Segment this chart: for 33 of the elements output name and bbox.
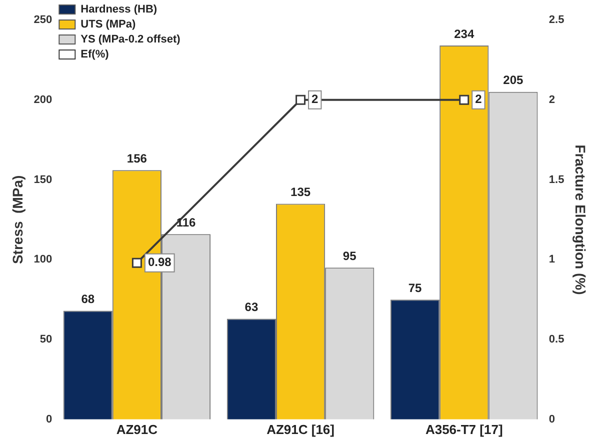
data-label: 0.98 (148, 255, 172, 270)
data-label: 116 (176, 215, 196, 230)
x-tick-label: A356-T7 [17] (425, 422, 503, 437)
y2-tick-label: 2.5 (548, 14, 564, 26)
data-label: 135 (290, 185, 311, 200)
y-tick-label: 0 (46, 413, 52, 426)
data-label: 2 (312, 92, 319, 106)
y2-tick-label: 1 (548, 254, 556, 266)
data-label: 95 (342, 248, 357, 263)
data-label: 2 (475, 92, 482, 106)
legend-label: Hardness (HB) (80, 4, 158, 16)
y2-tick-label: 2 (548, 94, 556, 106)
data-label: 63 (244, 300, 258, 314)
legend-label: UTS (MPa) (80, 18, 136, 31)
y-tick-label: 150 (34, 174, 52, 186)
data-label: 68 (81, 292, 95, 306)
y2-tick-label: 0.5 (548, 334, 564, 346)
x-tick-label: AZ91C (116, 422, 158, 437)
y2-axis-title: Fracture Elongtion (%) (572, 144, 589, 295)
data-label: 234 (454, 26, 474, 41)
y-axis-title: Stress (MPa) (9, 175, 26, 264)
data-label: 156 (126, 151, 148, 166)
y-tick-label: 50 (40, 334, 52, 346)
legend-label: YS (MPa-0.2 offset) (80, 34, 181, 46)
data-label: 75 (408, 280, 422, 295)
y-tick-label: 250 (34, 14, 52, 26)
x-tick-label: AZ91C [16] (266, 422, 334, 437)
y-tick-label: 200 (34, 94, 52, 106)
data-label: 205 (503, 73, 524, 88)
y-tick-label: 100 (34, 254, 52, 266)
legend-label: Ef(%) (80, 48, 110, 61)
y2-tick-label: 0 (548, 413, 556, 426)
y2-tick-label: 1.5 (548, 174, 564, 186)
